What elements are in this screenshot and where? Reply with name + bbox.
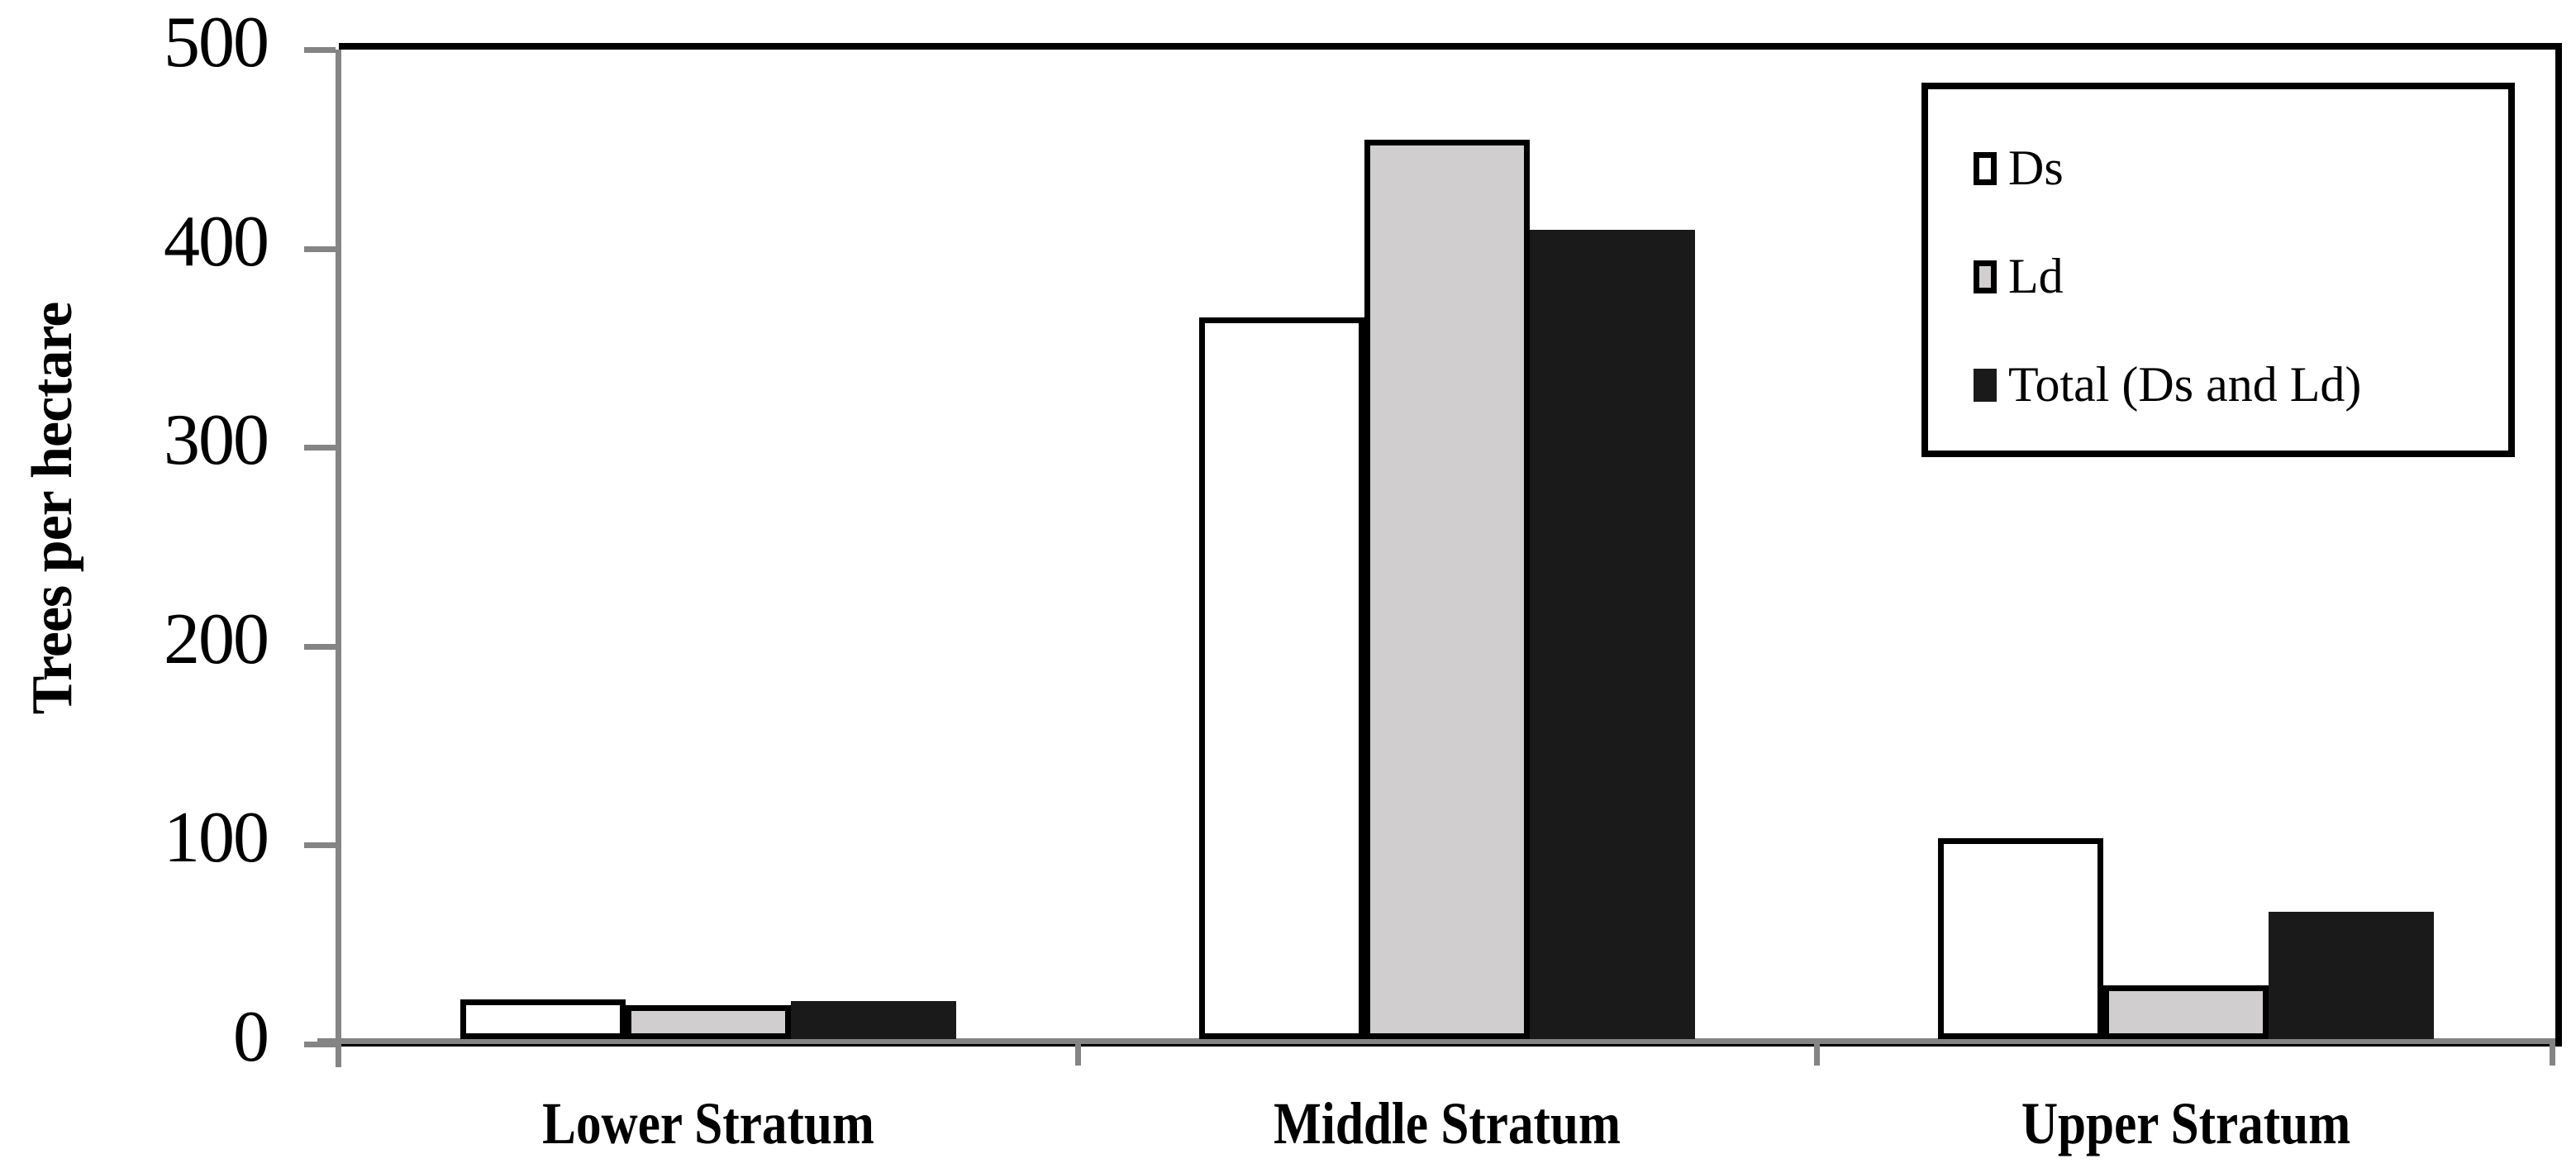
y-axis-line [336, 50, 341, 1067]
legend-item-total: Total (Ds and Ld) [1974, 356, 2500, 413]
legend-item-ds: Ds [1974, 140, 2500, 197]
y-tick-200 [304, 644, 336, 650]
category-label-lower-stratum: Lower Stratum [542, 1090, 874, 1156]
y-tick-label-200: 200 [164, 599, 269, 679]
bar-total-upper-stratum [2269, 912, 2434, 1039]
bar-ds-upper-stratum [1938, 838, 2103, 1039]
bar-total-lower-stratum [791, 1001, 956, 1039]
x-tick-boundary-2 [1814, 1044, 1820, 1066]
bar-total-middle-stratum [1530, 230, 1695, 1039]
y-tick-400 [304, 246, 336, 252]
y-tick-label-0: 0 [233, 997, 269, 1077]
bar-ld-upper-stratum [2103, 985, 2269, 1039]
y-tick-label-500: 500 [164, 2, 269, 83]
legend-swatch-total [1974, 368, 1997, 402]
bar-group-upper-stratum [1938, 838, 2434, 1039]
legend-item-ld: Ld [1974, 248, 2500, 305]
legend: Ds Ld Total (Ds and Ld) [1921, 83, 2515, 457]
bar-ld-middle-stratum [1364, 140, 1530, 1039]
legend-label-ds: Ds [2008, 141, 2064, 195]
legend-label-total: Total (Ds and Ld) [2008, 357, 2362, 412]
bar-group-lower-stratum [460, 999, 956, 1039]
x-tick-boundary-3 [2550, 1044, 2555, 1066]
y-tick-label-300: 300 [164, 400, 269, 480]
category-label-middle-stratum: Middle Stratum [1274, 1090, 1621, 1156]
y-tick-100 [304, 842, 336, 848]
category-label-upper-stratum: Upper Stratum [2021, 1090, 2351, 1156]
bar-ds-lower-stratum [460, 999, 626, 1039]
y-tick-0 [304, 1042, 336, 1047]
legend-swatch-ld [1974, 260, 1997, 293]
legend-label-ld: Ld [2008, 249, 2064, 303]
x-tick-boundary-1 [1075, 1044, 1081, 1066]
y-tick-500 [304, 47, 336, 53]
plot-area [304, 43, 2562, 1067]
y-tick-300 [304, 445, 336, 451]
y-tick-label-400: 400 [164, 202, 269, 282]
bar-group-middle-stratum [1199, 140, 1695, 1039]
legend-swatch-ds [1974, 151, 1997, 185]
x-axis-line [317, 1038, 2555, 1044]
bar-ld-lower-stratum [626, 1005, 791, 1039]
bar-ds-middle-stratum [1199, 317, 1364, 1039]
y-tick-label-100: 100 [164, 798, 269, 878]
